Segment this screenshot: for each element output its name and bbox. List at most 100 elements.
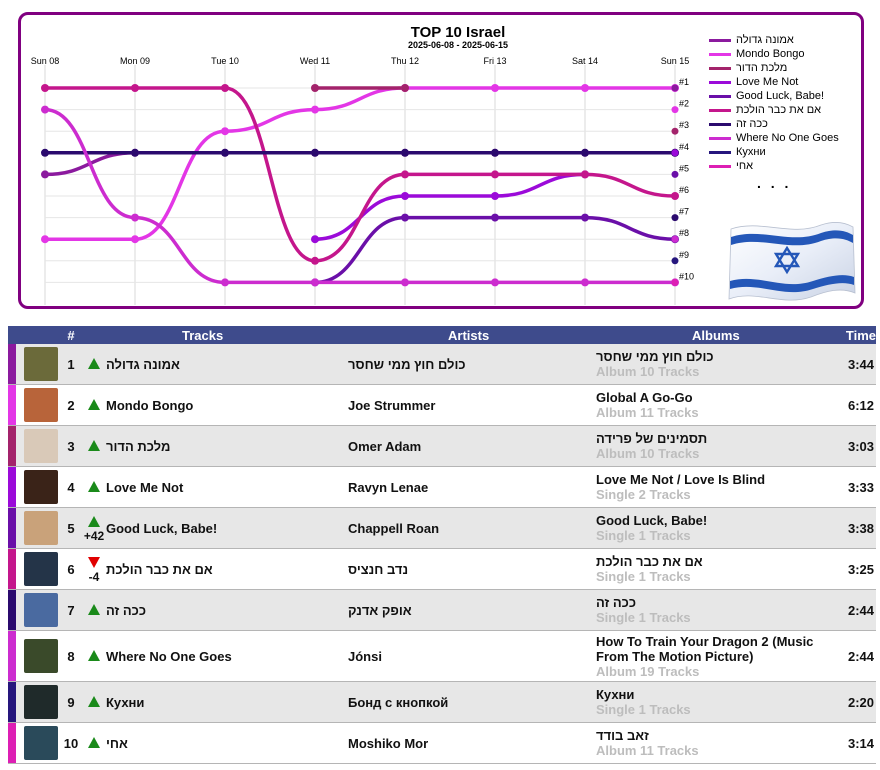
table-row[interactable]: 10 אחי Moshiko Mor זאב בודד Album 11 Tracks 3… [8,722,876,764]
legend-item[interactable]: אחי [709,159,859,173]
album-cover-image[interactable] [24,347,58,381]
data-point[interactable] [491,278,499,287]
data-point[interactable] [131,84,139,92]
data-point[interactable] [401,148,409,157]
artist-name[interactable]: Joe Strummer [348,384,596,426]
album-title[interactable]: Love Me Not / Love Is Blind [596,472,766,487]
legend-item[interactable]: Where No One Goes [709,131,859,145]
data-point[interactable] [401,170,409,179]
data-point[interactable] [221,127,229,136]
data-point[interactable] [41,235,49,244]
data-point[interactable] [311,278,319,287]
album-cover-image[interactable] [24,593,58,627]
album-title[interactable]: זאב בודד [596,728,649,743]
table-row[interactable]: 5 +42 Good Luck, Babe! Chappell Roan Good Lu… [8,507,876,549]
album-cover-image[interactable] [24,639,58,673]
data-point[interactable] [311,105,319,114]
table-row[interactable]: 4 Love Me Not Ravyn Lenae Love Me Not / Lov… [8,466,876,508]
album-title[interactable]: Global A Go-Go [596,390,693,405]
data-point[interactable] [491,84,499,92]
album-cover-image[interactable] [24,552,58,586]
data-point[interactable] [221,148,229,157]
data-point[interactable] [311,235,319,244]
album-title[interactable]: How To Train Your Dragon 2 (Music From T… [596,633,814,664]
album-cover-image[interactable] [24,685,58,719]
series-line[interactable] [43,151,677,177]
data-point[interactable] [221,278,229,287]
track-title[interactable]: Where No One Goes [106,630,348,682]
data-point[interactable] [131,148,139,157]
data-point[interactable] [41,148,49,157]
data-point[interactable] [131,213,139,222]
album-title[interactable]: ככה זה [596,595,637,610]
legend-item[interactable]: אמונה גדולה [709,33,859,47]
data-point[interactable] [581,278,589,287]
data-point[interactable] [311,256,319,265]
artist-name[interactable]: כולם חוץ ממי שחסר [348,344,596,385]
data-point[interactable] [581,84,589,92]
track-title[interactable]: אחי [106,722,348,764]
series-line[interactable] [43,86,677,241]
track-title[interactable]: Кухни [106,681,348,723]
album-cover-image[interactable] [24,726,58,760]
legend-item[interactable]: מלכת הדור [709,61,859,75]
table-row[interactable]: 9 Кухни Бонд с кнопкой Кухни Single 1 Tracks… [8,681,876,723]
track-title[interactable]: Good Luck, Babe! [106,507,348,549]
legend-item[interactable]: Love Me Not [709,75,859,89]
album-cover-image[interactable] [24,470,58,504]
data-point[interactable] [491,192,499,200]
data-point[interactable] [401,213,409,222]
legend-item[interactable]: ככה זה [709,117,859,131]
table-row[interactable]: 3 מלכת הדור Omer Adam תסמינים של פרידה Album… [8,425,876,467]
data-point[interactable] [491,213,499,222]
artist-name[interactable]: Jónsi [348,630,596,682]
track-title[interactable]: אמונה גדולה [106,344,348,385]
album-title[interactable]: כולם חוץ ממי שחסר [596,349,714,364]
data-point[interactable] [41,170,49,179]
data-point[interactable] [401,84,409,92]
table-row[interactable]: 2 Mondo Bongo Joe Strummer Global A Go-Go Al… [8,384,876,426]
legend-item[interactable]: Good Luck, Babe! [709,89,859,103]
table-row[interactable]: 7 ככה זה אופק אדנק ככה זה Single 1 Tracks 2:4… [8,589,876,631]
artist-name[interactable]: Chappell Roan [348,507,596,549]
album-cover-image[interactable] [24,429,58,463]
data-point[interactable] [221,84,229,92]
artist-name[interactable]: Omer Adam [348,425,596,467]
table-row[interactable]: 8 Where No One Goes Jónsi How To Train Your… [8,630,876,682]
album-cover-image[interactable] [24,388,58,422]
artist-name[interactable]: אופק אדנק [348,589,596,631]
album-title[interactable]: תסמינים של פרידה [596,431,708,446]
album-cover-image[interactable] [24,511,58,545]
artist-name[interactable]: Moshiko Mor [348,722,596,764]
series-line[interactable] [43,86,677,263]
series-line[interactable] [43,107,677,285]
data-point[interactable] [311,84,319,92]
track-title[interactable]: Mondo Bongo [106,384,348,426]
data-point[interactable] [41,105,49,114]
data-point[interactable] [401,278,409,287]
artist-name[interactable]: Ravyn Lenae [348,466,596,508]
artist-name[interactable]: נדב חנציס [348,548,596,590]
album-title[interactable]: Кухни [596,687,635,702]
track-title[interactable]: Love Me Not [106,466,348,508]
data-point[interactable] [131,235,139,244]
data-point[interactable] [401,192,409,200]
artist-name[interactable]: Бонд с кнопкой [348,681,596,723]
data-point[interactable] [491,170,499,179]
legend-item[interactable]: Кухни [709,145,859,159]
data-point[interactable] [491,148,499,157]
data-point[interactable] [581,148,589,157]
data-point[interactable] [581,170,589,179]
table-row[interactable]: 6 -4 אם את כבר הולכת נדב חנציס אם את כבר הול… [8,548,876,590]
table-row[interactable]: 1 אמונה גדולה כולם חוץ ממי שחסר כולם חוץ ממ… [8,344,876,385]
data-point[interactable] [581,213,589,222]
track-title[interactable]: מלכת הדור [106,425,348,467]
legend-item[interactable]: אם את כבר הולכת [709,103,859,117]
track-title[interactable]: ככה זה [106,589,348,631]
album-title[interactable]: Good Luck, Babe! [596,513,708,528]
data-point[interactable] [311,148,319,157]
album-title[interactable]: אם את כבר הולכת [596,554,703,569]
legend-item[interactable]: Mondo Bongo [709,47,859,61]
data-point[interactable] [41,84,49,92]
track-title[interactable]: אם את כבר הולכת [106,548,348,590]
